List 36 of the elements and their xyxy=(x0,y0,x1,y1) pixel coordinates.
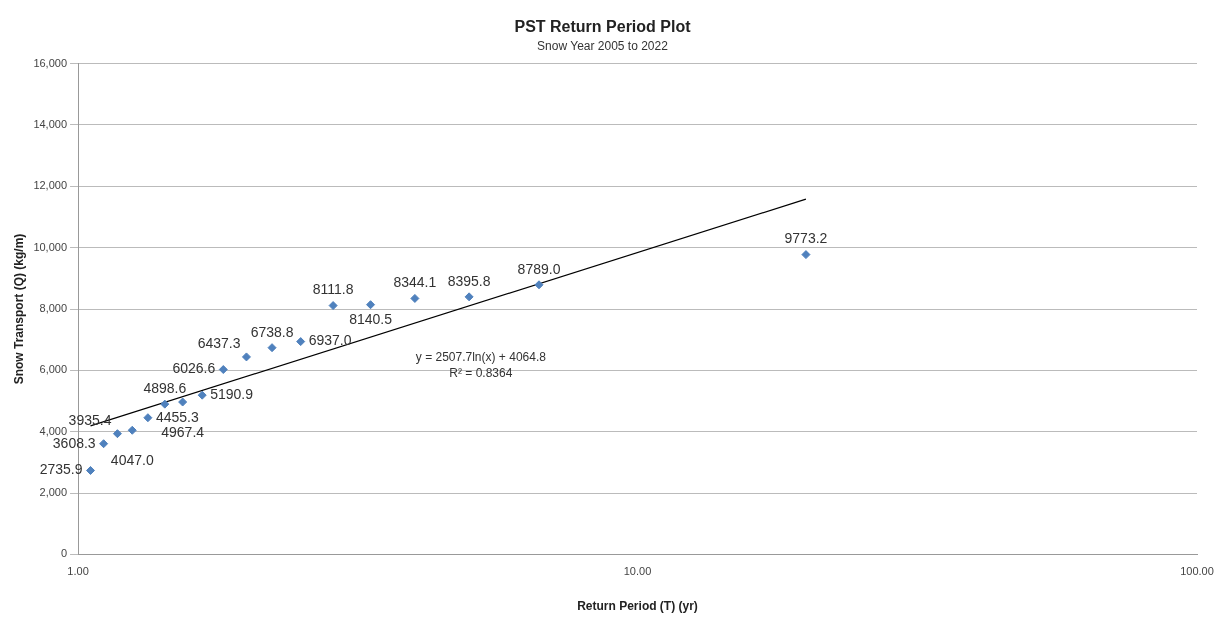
y-tick-label: 4,000 xyxy=(39,424,68,437)
y-tick-label: 2,000 xyxy=(39,486,68,499)
y-tick-label: 6,000 xyxy=(39,363,68,376)
data-label: 5190.9 xyxy=(210,386,254,403)
chart-title: PST Return Period Plot xyxy=(514,18,692,36)
data-label: 8111.8 xyxy=(312,281,354,298)
data-label: 3935.4 xyxy=(68,411,112,428)
y-tick-label: 14,000 xyxy=(33,117,68,130)
x-tick-label: 1.00 xyxy=(67,565,89,578)
x-axis-title: Return Period (T) (yr) xyxy=(577,599,698,614)
data-label: 4967.4 xyxy=(161,423,205,440)
y-tick-label: 0 xyxy=(60,547,68,560)
data-label: 4455.3 xyxy=(155,408,199,425)
data-label: 4898.6 xyxy=(143,379,187,396)
y-tick-label: 8,000 xyxy=(39,302,68,315)
chart-subtitle: Snow Year 2005 to 2022 xyxy=(537,38,669,53)
data-label: 3608.3 xyxy=(52,434,96,451)
data-label: 6738.8 xyxy=(250,323,294,340)
y-axis-title: Snow Transport (Q) (kg/m) xyxy=(11,233,26,385)
y-tick-label: 16,000 xyxy=(33,56,68,69)
data-label: 4047.0 xyxy=(110,452,154,469)
data-label: 2735.9 xyxy=(39,461,83,478)
y-tick-label: 12,000 xyxy=(33,179,68,192)
data-label: 8789.0 xyxy=(517,260,561,277)
data-label: 6437.3 xyxy=(197,334,241,351)
x-tick-label: 100.00 xyxy=(1180,565,1214,578)
data-label: 6937.0 xyxy=(308,332,352,349)
annotation: y = 2507.7ln(x) + 4064.8 xyxy=(415,350,547,365)
data-label: 6026.6 xyxy=(172,360,216,377)
y-tick-label: 10,000 xyxy=(33,240,68,253)
x-tick-label: 10.00 xyxy=(623,565,652,578)
annotation: R² = 0.8364 xyxy=(449,366,513,381)
data-label: 9773.2 xyxy=(784,230,828,247)
data-label: 8140.5 xyxy=(349,310,393,327)
data-label: 8344.1 xyxy=(393,274,437,291)
data-label: 8395.8 xyxy=(447,272,491,289)
